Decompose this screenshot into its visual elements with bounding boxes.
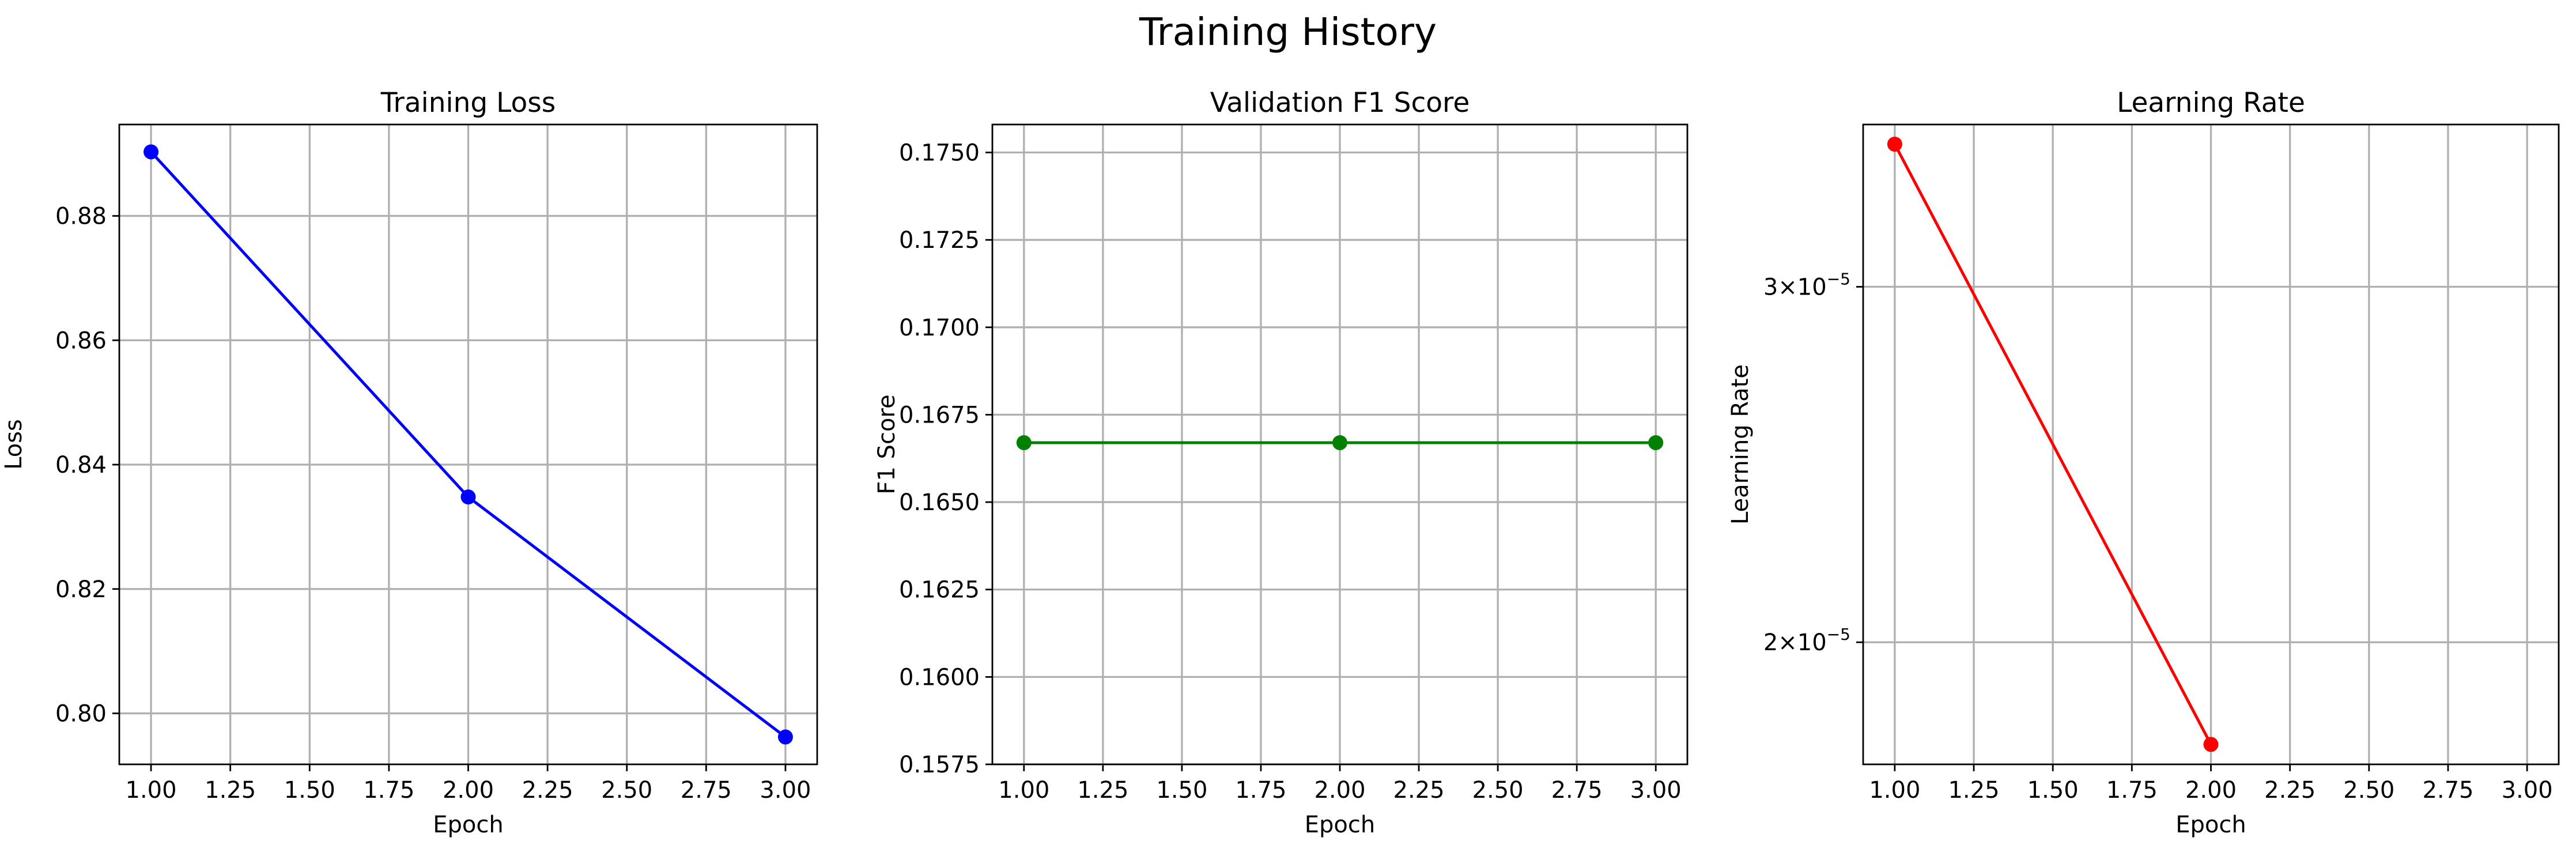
x-tick-label: 1.00 [126, 777, 177, 804]
axes-frame [118, 123, 818, 766]
x-tick-label: 3.00 [1630, 777, 1682, 804]
data-point [460, 489, 476, 505]
x-axis-label: Epoch [1305, 812, 1375, 838]
x-tick-label: 3.00 [2502, 777, 2553, 804]
data-point [1332, 435, 1347, 450]
y-tick-label: 0.1625 [899, 577, 980, 604]
data-point [1648, 435, 1664, 450]
y-axis-label: F1 Score [874, 394, 900, 494]
x-tick-label: 2.75 [1551, 777, 1603, 804]
x-tick-label: 1.25 [205, 777, 256, 804]
y-tick-label: 0.82 [55, 576, 107, 603]
x-tick-label: 1.00 [998, 777, 1049, 804]
data-point [143, 144, 159, 160]
panel-title: Training Loss [380, 87, 556, 119]
figure-title: Training History [1139, 10, 1437, 54]
x-tick-label: 2.75 [681, 777, 732, 804]
y-tick-label: 0.1725 [899, 227, 980, 254]
y-axis-label: Learning Rate [1727, 364, 1754, 525]
y-tick-label: 0.80 [55, 701, 107, 727]
x-tick-label: 1.75 [1235, 777, 1286, 804]
x-tick-label: 1.50 [1156, 777, 1207, 804]
x-tick-label: 2.00 [443, 777, 494, 804]
x-tick-label: 2.25 [1393, 777, 1445, 804]
data-point [1887, 137, 1902, 152]
y-tick-label: 0.1750 [899, 140, 980, 167]
validation-f1-panel: Validation F1 Score 1.00 1.25 1.50 1.75 2.00 2… [874, 87, 1689, 838]
x-tick-label: 1.50 [2027, 777, 2079, 804]
y-tick-label: 0.84 [55, 452, 107, 478]
x-tick-label: 2.25 [2264, 777, 2316, 804]
x-tick-label: 1.50 [284, 777, 335, 804]
x-tick-label: 2.50 [601, 777, 652, 804]
x-tick-label: 2.25 [522, 777, 573, 804]
data-point [1016, 435, 1032, 450]
x-tick-label: 2.75 [2422, 777, 2473, 804]
y-tick-label: 0.1575 [899, 752, 980, 778]
y-tick-label: 0.1675 [899, 402, 980, 428]
axes-frame [991, 123, 1689, 766]
y-axis-label: Loss [1, 419, 27, 470]
x-tick-label: 2.00 [2185, 777, 2237, 804]
y-tick-label: 0.1600 [899, 664, 980, 691]
x-tick-label: 1.75 [363, 777, 414, 804]
x-tick-label: 1.75 [2106, 777, 2158, 804]
learning-rate-panel: Learning Rate 1.00 1.25 1.50 1.75 2.00 2.25 2.5… [1727, 87, 2560, 838]
x-axis-label: Epoch [2175, 812, 2246, 838]
y-tick-label: 0.1650 [899, 489, 980, 516]
x-tick-label: 2.50 [2343, 777, 2394, 804]
y-tick-label: 0.86 [55, 327, 107, 354]
y-tick-label: 2×10−5 [1763, 625, 1850, 656]
axes-frame [1862, 123, 2560, 766]
panel-title: Validation F1 Score [1210, 87, 1470, 119]
training-loss-panel: Training Loss 1.00 1.25 1.50 1.75 2.00 2.25 2.5… [1, 87, 818, 838]
panel-title: Learning Rate [2117, 87, 2305, 119]
data-point [777, 729, 793, 745]
x-tick-label: 3.00 [760, 777, 811, 804]
x-tick-label: 1.00 [1869, 777, 1920, 804]
series-line [1893, 143, 2212, 745]
data-point [2203, 737, 2219, 752]
y-tick-label: 0.88 [55, 203, 107, 230]
x-tick-label: 1.25 [1077, 777, 1128, 804]
x-tick-label: 1.25 [1948, 777, 1999, 804]
y-tick-label: 0.1700 [899, 315, 980, 341]
x-tick-label: 2.00 [1314, 777, 1365, 804]
x-axis-label: Epoch [433, 812, 503, 838]
y-tick-label: 3×10−5 [1763, 270, 1850, 301]
x-tick-label: 2.50 [1472, 777, 1524, 804]
